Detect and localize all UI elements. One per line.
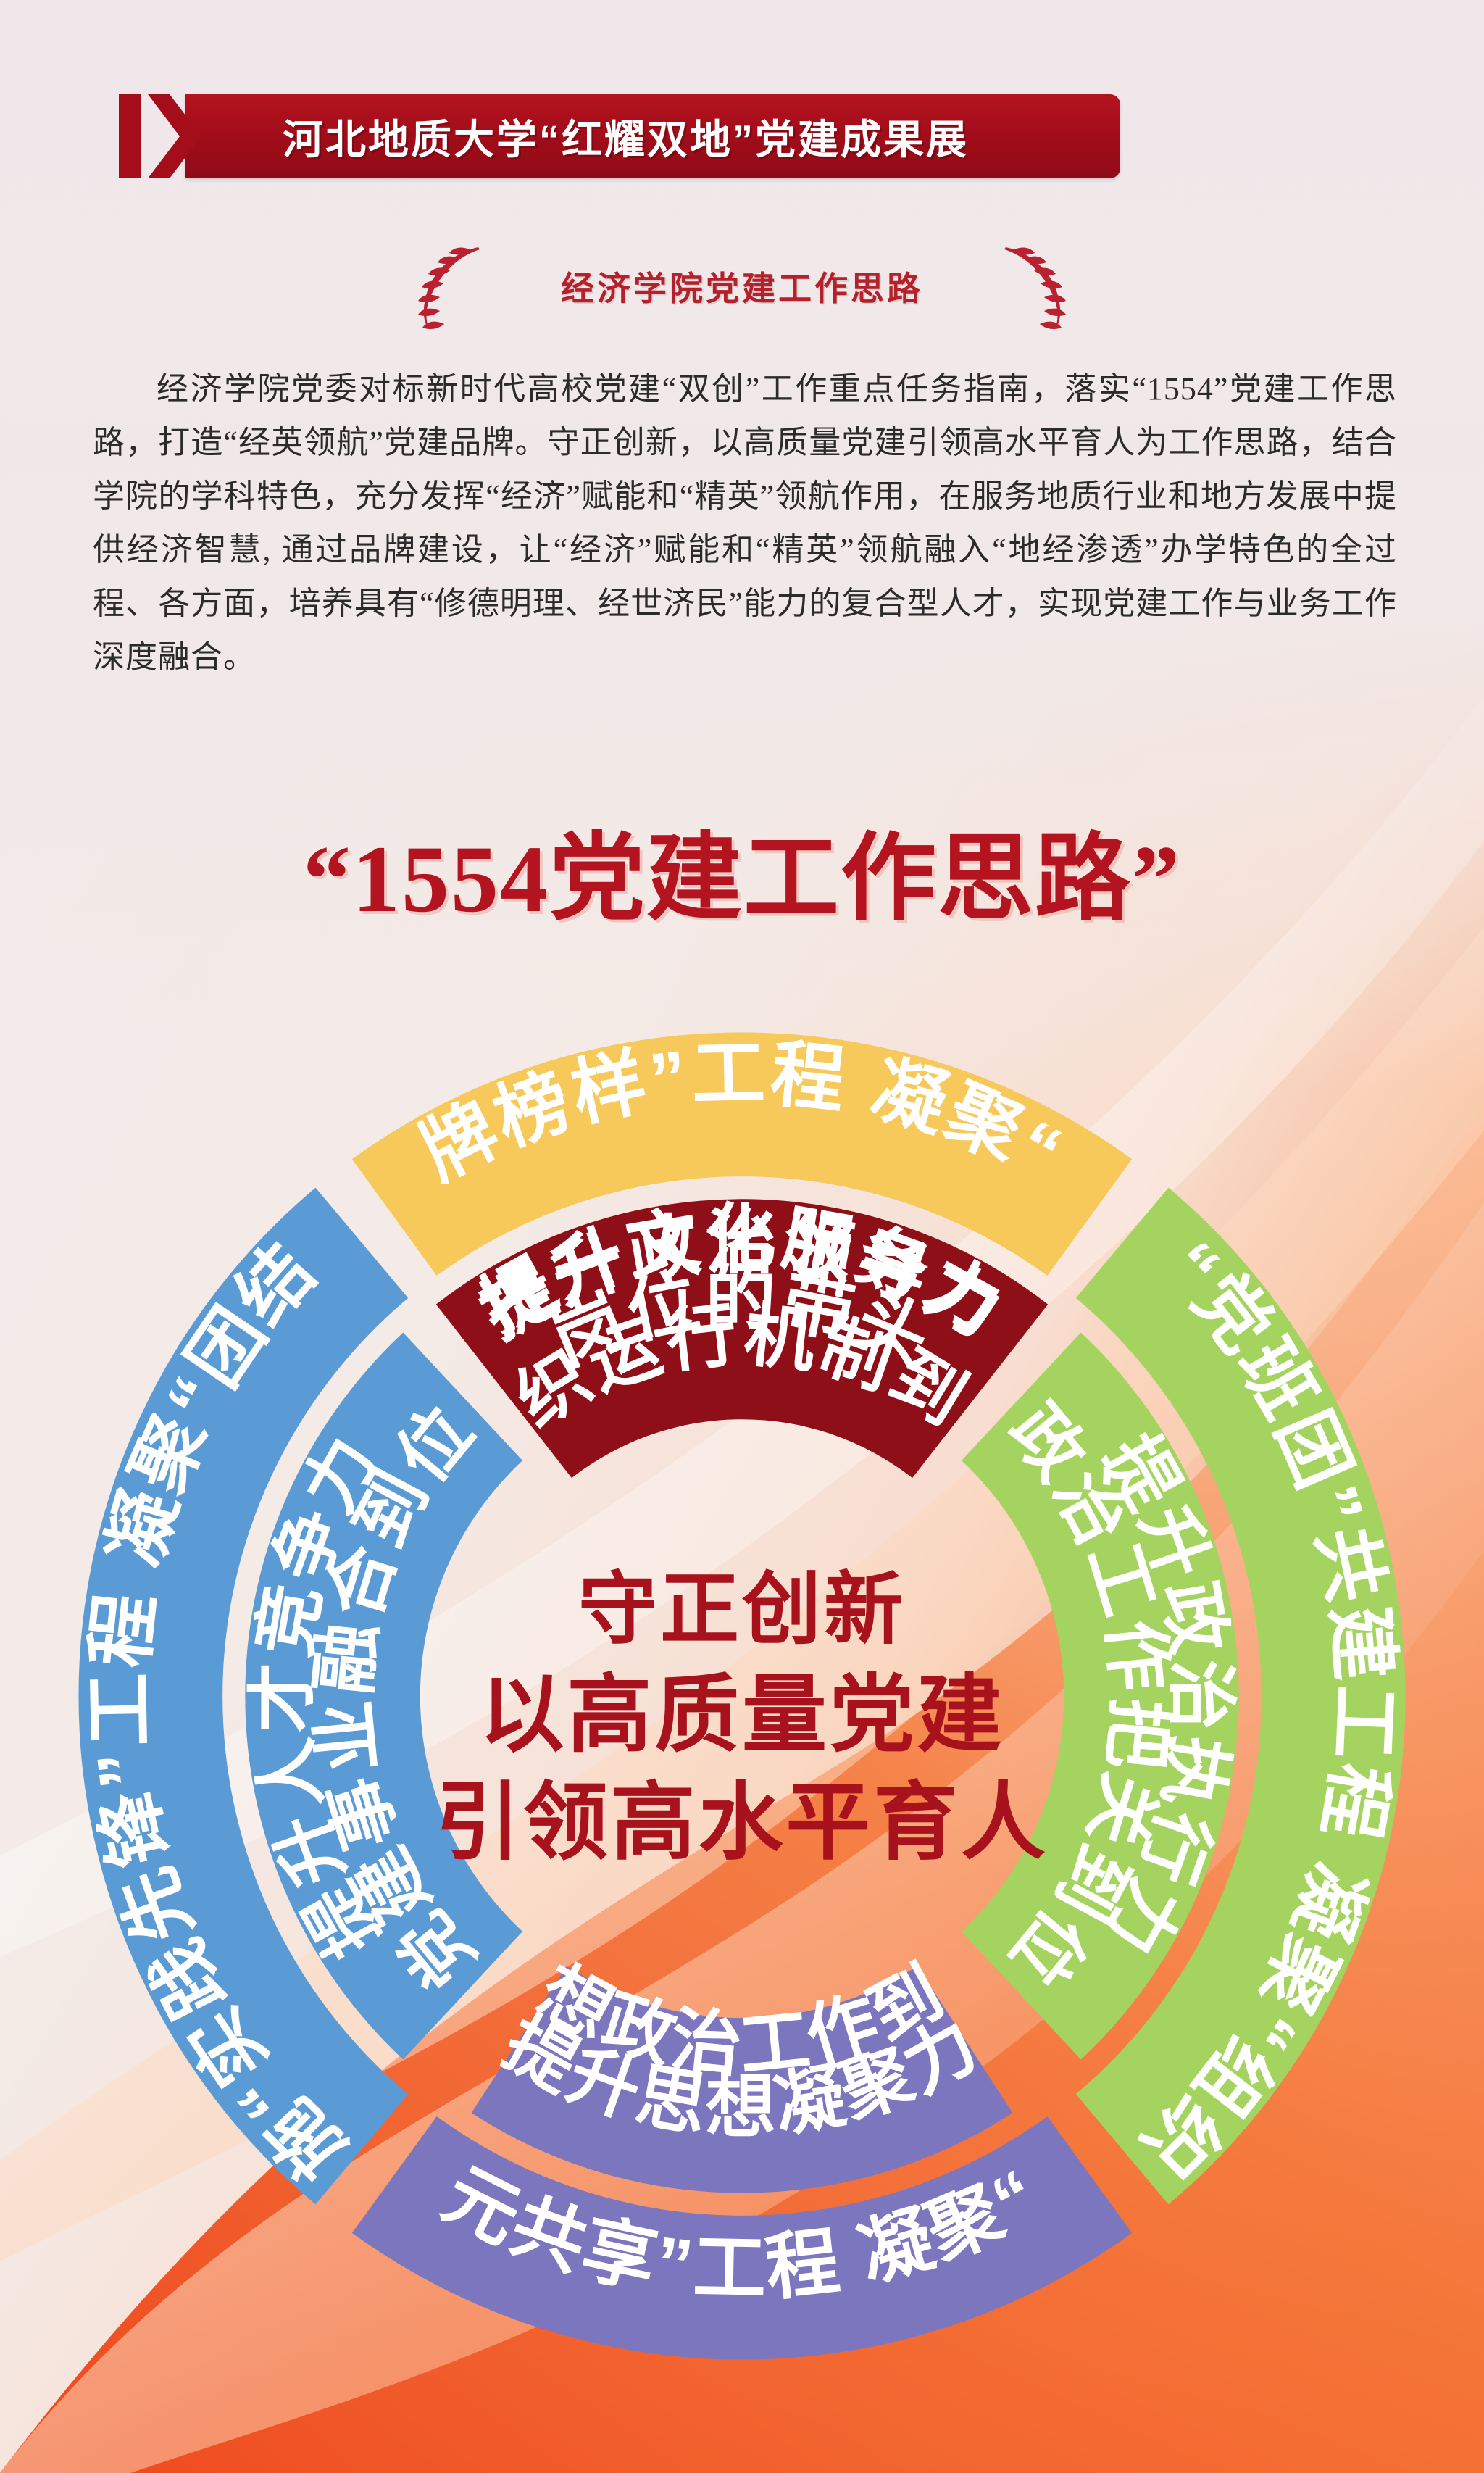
section-subtitle: 经济学院党建工作思路 [561,270,923,307]
header-banner: 河北地质大学“红耀双地”党建成果展 [116,93,1203,180]
donut-outer-segment-信仰力 [351,2116,1133,2360]
donut-center-line-1: 守正创新 [578,1566,906,1654]
donut-inner-segment-信仰力 [471,1966,1013,2193]
donut-outer-segment-团结力 [78,1187,409,2205]
donut-diagram: 实施“实践先锋”工程 凝聚“团结力”提升人才竞争力党建事业融合到位实施“党班团”… [36,978,1406,2360]
donut-center-line-3: 引领高水平育人 [435,1776,1048,1870]
donut-inner-segment-组织力 [961,1332,1239,2060]
donut-arc-group [78,1032,1406,2360]
intro-paragraph: 经济学院党委对标新时代高校党建“双创”工作重点任务指南，落实“1554”党建工作… [93,371,1397,675]
page-title: 河北地质大学“红耀双地”党建成果展 [283,116,969,162]
headline-1554: “1554党建工作思路” [303,826,1181,932]
banner-background [186,94,1120,178]
subtitle-row: 经济学院党建工作思路 [0,239,1484,333]
double-chevron-right-icon [119,94,201,178]
donut-inner-segment-团结力 [245,1332,523,2060]
donut-outer-segment-组织力 [1075,1187,1406,2205]
laurel-wreath-right-icon [1004,247,1066,330]
laurel-wreath-left-icon [418,247,480,330]
donut-hub-segment [435,1199,1049,1479]
donut-outer-segment-引领力 [351,1032,1133,1276]
donut-center-line-2: 以高质量党建 [480,1669,1005,1763]
